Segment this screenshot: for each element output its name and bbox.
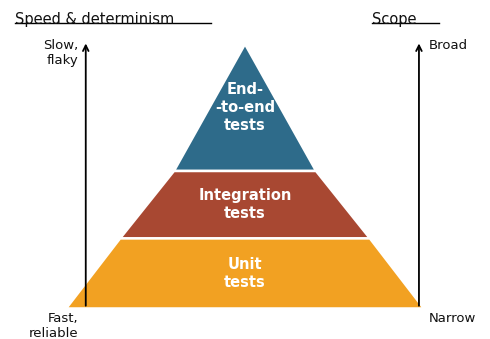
- Polygon shape: [120, 171, 370, 238]
- Text: Unit
tests: Unit tests: [224, 257, 266, 290]
- Text: Speed & determinism: Speed & determinism: [15, 12, 174, 27]
- Polygon shape: [174, 44, 316, 171]
- Text: Broad: Broad: [429, 39, 468, 52]
- Text: Narrow: Narrow: [429, 312, 476, 325]
- Text: Scope: Scope: [372, 12, 417, 27]
- Text: Fast,
reliable: Fast, reliable: [29, 312, 78, 339]
- Text: Slow,
flaky: Slow, flaky: [43, 39, 78, 67]
- Text: Integration
tests: Integration tests: [198, 188, 292, 221]
- Polygon shape: [66, 238, 424, 308]
- Text: End-
-to-end
tests: End- -to-end tests: [215, 82, 275, 133]
